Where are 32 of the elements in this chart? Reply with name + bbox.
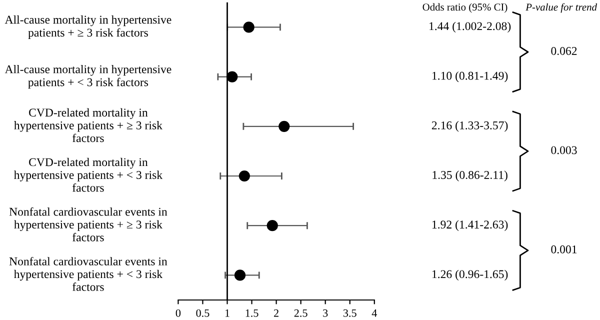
text: 0.003 (551, 146, 577, 154)
x-tick-label: 0 (176, 309, 181, 317)
x-tick-label: 0.5 (196, 309, 210, 317)
y-tick-label: All-cause mortality in hypertensive patients + < 3 risk factors (4, 64, 172, 89)
data-label: 1.35 (0.86-2.11) (432, 170, 508, 182)
data-label: 2.16 (1.33-3.57) (432, 121, 508, 132)
y-tick-label: CVD-related mortality in hypertensive patients + ≥ 3 risk factors (14, 108, 162, 142)
point (278, 120, 290, 132)
point (238, 170, 250, 182)
x-tick-label: 2.5 (294, 309, 308, 317)
text: 0.001 (551, 245, 577, 254)
y-tick-label: Nonfatal cardiovascular events in hypertensive patients + < 3 risk factors (9, 256, 168, 291)
x-tick-label: 2 (274, 309, 278, 317)
data-label: 1.26 (0.96-1.65) (432, 270, 508, 281)
y-tick-label: All-cause mortality in hypertensive patients + ≥ 3 risk factors (4, 15, 172, 40)
x-tick-label: 1.5 (246, 309, 258, 317)
point (243, 22, 254, 33)
x-tick-label: 1 (225, 309, 230, 317)
data-label: 1.10 (0.81-1.49) (432, 71, 508, 82)
data-label: 1.44 (1.002-2.08) (430, 22, 511, 33)
data-label: 1.92 (1.41-2.63) (432, 220, 508, 231)
x-tick-label: 4 (372, 309, 378, 317)
point (226, 71, 238, 82)
y-tick-label: Nonfatal cardiovascular events in hypertensive patients + ≥ 3 risk factors (9, 207, 168, 242)
x-tick-label: 3.5 (343, 309, 356, 317)
text: Odds ratio (95% CI) (422, 3, 508, 13)
point (266, 220, 278, 232)
text: 0.062 (551, 46, 577, 56)
point (234, 270, 246, 281)
text: P-value for trend (526, 3, 598, 13)
y-tick-label: CVD-related mortality in hypertensive patients + < 3 risk factors (14, 158, 163, 192)
x-tick-label: 3 (323, 309, 328, 317)
